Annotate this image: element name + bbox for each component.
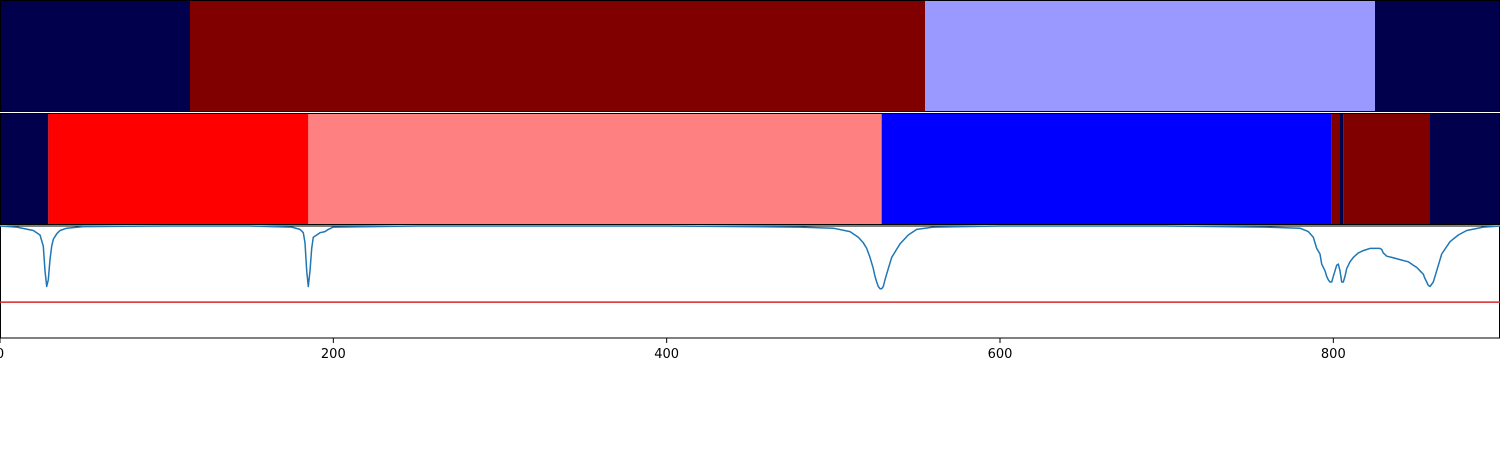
x-axis: 0 200 400 600 800 bbox=[0, 338, 1346, 362]
segment-row-1 bbox=[0, 0, 1500, 112]
x-tick-label: 400 bbox=[654, 347, 679, 362]
signal-panel bbox=[0, 225, 1500, 339]
segment-bar bbox=[1340, 113, 1344, 225]
segment-bar bbox=[190, 0, 925, 112]
segment-bar bbox=[308, 113, 882, 225]
segment-bar bbox=[1343, 113, 1430, 225]
x-tick-label: 800 bbox=[1321, 347, 1346, 362]
segment-bar bbox=[1331, 113, 1340, 225]
segment-rows bbox=[0, 0, 1500, 225]
segment-bar bbox=[1430, 113, 1500, 225]
segment-bar bbox=[1375, 0, 1500, 112]
x-tick-label: 600 bbox=[988, 347, 1013, 362]
signal-panel-frame bbox=[0, 225, 1500, 339]
signal-line bbox=[0, 225, 1500, 290]
segment-bar bbox=[0, 0, 190, 112]
x-tick-label: 200 bbox=[321, 347, 346, 362]
x-tick-label: 0 bbox=[0, 347, 4, 362]
segment-bar bbox=[0, 113, 49, 225]
segment-bar bbox=[925, 0, 1375, 112]
segment-bar bbox=[881, 113, 1332, 225]
segment-row-2 bbox=[0, 113, 1500, 225]
segment-bar bbox=[48, 113, 309, 225]
